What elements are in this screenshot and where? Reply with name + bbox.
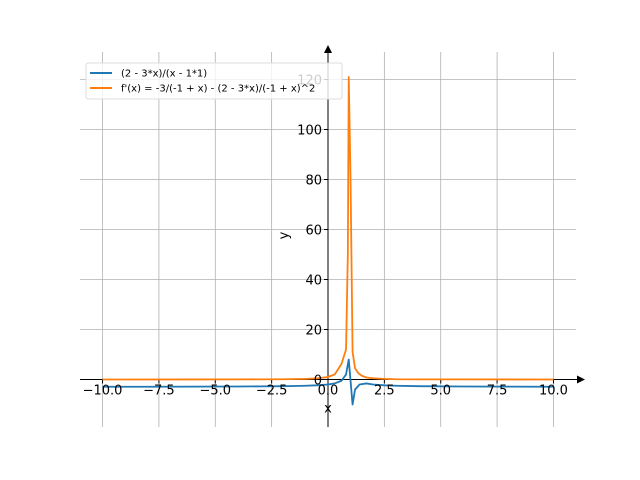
x-axis-arrow	[577, 375, 585, 384]
x-tick-label: 5.0	[430, 384, 451, 399]
x-tick-label: −10.0	[83, 384, 123, 399]
y-tick-label: 60	[305, 224, 322, 239]
y-tick-label: 40	[305, 274, 322, 289]
y-axis-arrow	[324, 45, 332, 53]
legend-label-2: f'(x) = -3/(-1 + x) - (2 - 3*x)/(-1 + x)…	[121, 84, 315, 95]
x-tick-label: 0.0	[318, 384, 339, 399]
series-line-2	[102, 76, 554, 381]
x-tick-label: −7.5	[143, 384, 175, 399]
legend-label-1: (2 - 3*x)/(x - 1*1)	[121, 69, 207, 80]
axes	[80, 45, 585, 427]
x-axis-label: x	[324, 402, 332, 417]
y-axis-label: y	[277, 231, 292, 239]
series-lines	[102, 76, 554, 406]
tick-labels: −10.0 −7.5 −5.0 −2.5 0.0 2.5 5.0 7.5 10.0 0 20 40 60…	[83, 74, 568, 399]
legend-box	[85, 62, 343, 100]
x-tick-label: 7.5	[487, 384, 508, 399]
x-tick-label: 2.5	[374, 384, 395, 399]
y-tick-label: 100	[297, 124, 322, 139]
x-tick-label: −2.5	[256, 384, 288, 399]
legend: (2 - 3*x)/(x - 1*1) f'(x) = -3/(-1 + x) -…	[85, 62, 343, 100]
y-tick-label: 0	[314, 374, 322, 389]
x-tick-label: 10.0	[539, 384, 568, 399]
y-tick-label: 80	[305, 174, 322, 189]
series-line-1	[102, 358, 554, 406]
x-tick-label: −5.0	[199, 384, 231, 399]
y-tick-label: 20	[305, 324, 322, 339]
